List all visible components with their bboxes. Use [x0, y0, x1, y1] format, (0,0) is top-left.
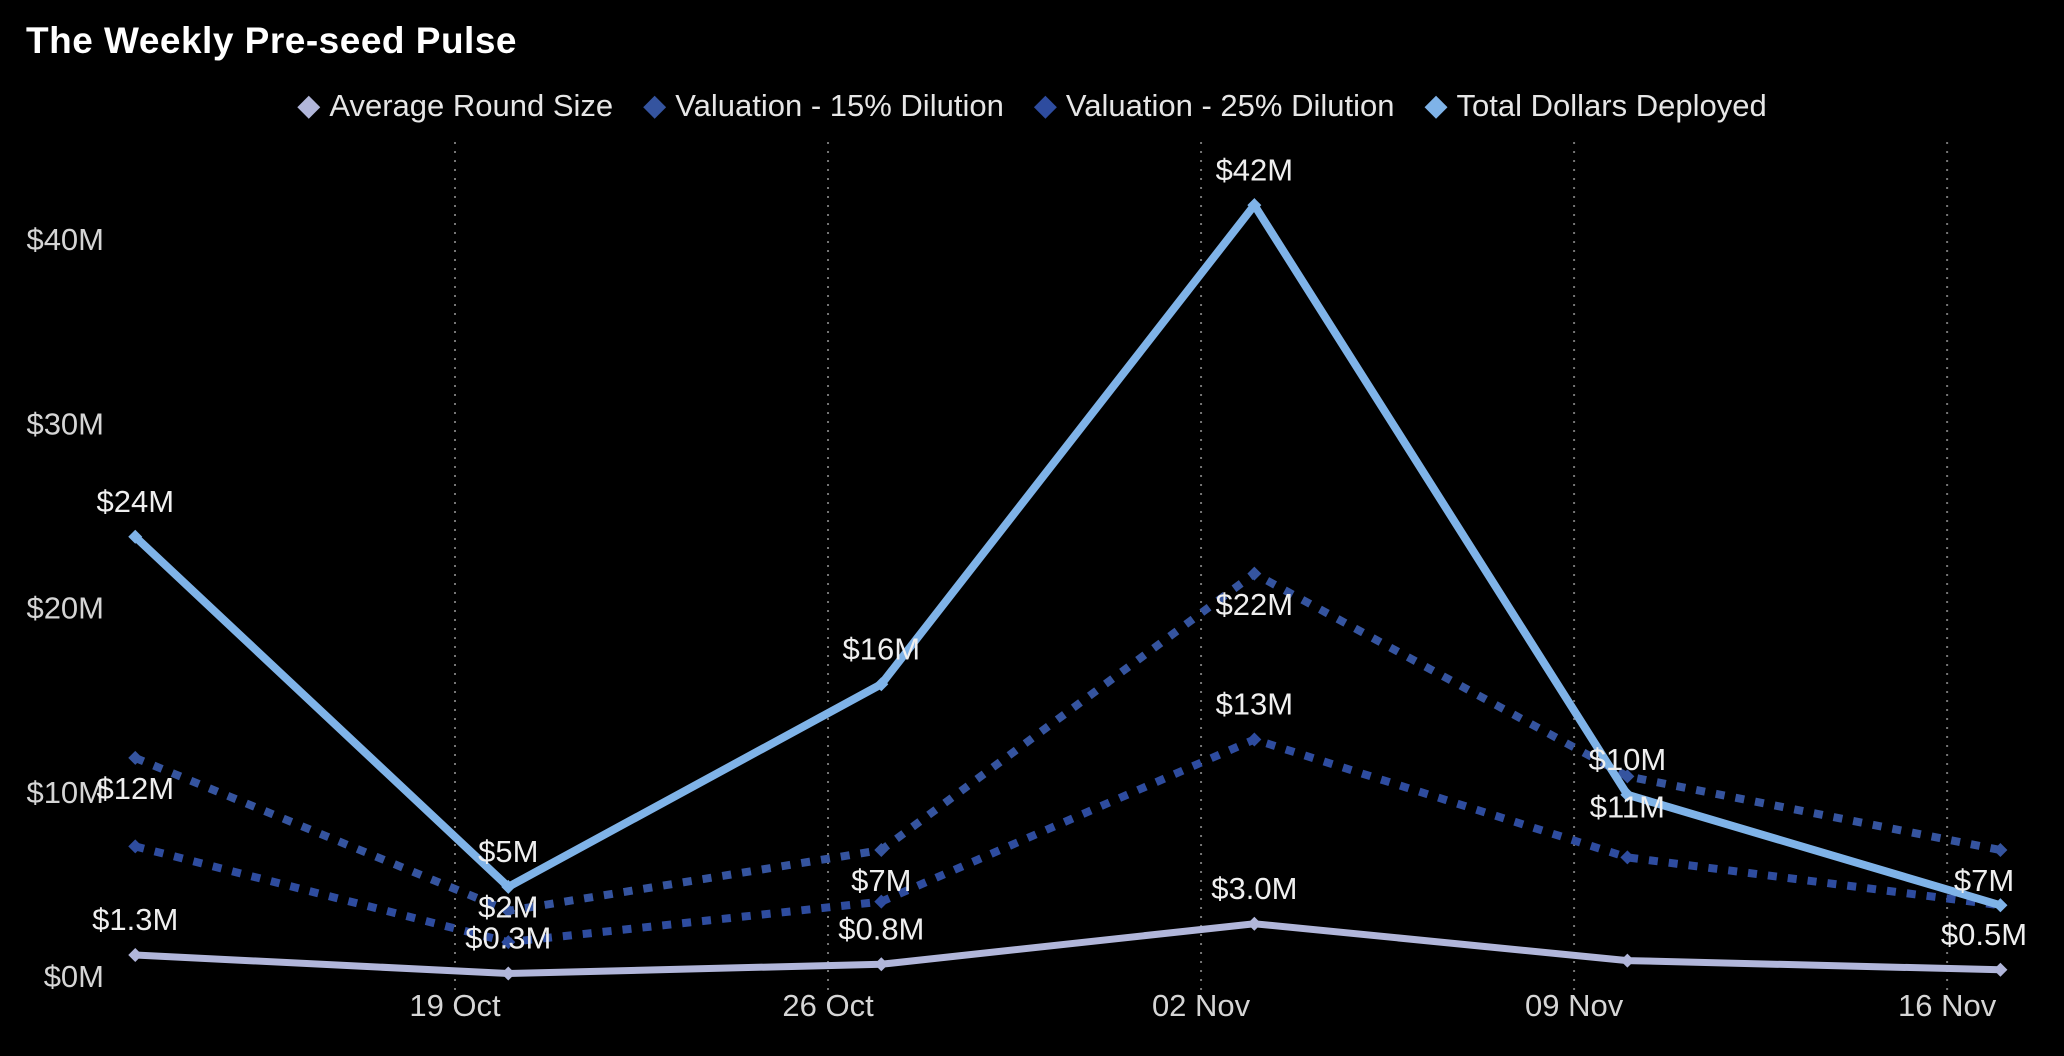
- y-axis-tick-label: $30M: [26, 406, 104, 441]
- data-label: $16M: [843, 631, 921, 666]
- data-label: $3.0M: [1211, 871, 1297, 906]
- y-axis-tick-label: $40M: [26, 222, 104, 257]
- data-point-marker-valuation-25-dilution[interactable]: [501, 935, 516, 950]
- data-point-marker-valuation-15-dilution[interactable]: [1993, 843, 2008, 858]
- data-point-marker-average-round-size[interactable]: [1620, 953, 1635, 968]
- data-label: $0.5M: [1941, 917, 2027, 952]
- data-point-marker-total-dollars-deployed[interactable]: [128, 529, 143, 544]
- data-label: $0.8M: [838, 911, 924, 946]
- data-label: $22M: [1216, 587, 1294, 622]
- diamond-marker-icon: ◆: [643, 89, 667, 122]
- data-point-marker-average-round-size[interactable]: [128, 948, 143, 963]
- data-label: $2M: [478, 889, 538, 924]
- page-title: The Weekly Pre-seed Pulse: [26, 20, 517, 61]
- diamond-marker-icon: ◆: [1424, 89, 1448, 122]
- series-line-total-dollars-deployed[interactable]: [132, 198, 2002, 910]
- data-point-marker-total-dollars-deployed[interactable]: [1247, 198, 1262, 213]
- x-axis-tick-label: 02 Nov: [1152, 988, 1251, 1023]
- data-point-marker-average-round-size[interactable]: [1247, 916, 1262, 931]
- data-label: $12M: [96, 771, 174, 806]
- y-axis-tick-label: $20M: [26, 591, 104, 626]
- data-label: $7M: [1954, 863, 2014, 898]
- legend-item-total-dollars-deployed[interactable]: ◆ Total Dollars Deployed: [1424, 88, 1766, 124]
- diamond-marker-icon: ◆: [297, 89, 321, 122]
- data-point-marker-total-dollars-deployed[interactable]: [501, 879, 516, 894]
- legend-item-average-round-size[interactable]: ◆ Average Round Size: [297, 88, 613, 124]
- x-axis-tick-label: 19 Oct: [409, 988, 501, 1023]
- data-label: $5M: [478, 834, 538, 869]
- data-point-marker-valuation-25-dilution[interactable]: [128, 839, 143, 854]
- data-point-marker-valuation-15-dilution[interactable]: [501, 903, 516, 918]
- series-line-valuation-15-dilution[interactable]: [133, 568, 2002, 915]
- data-label: $1.3M: [92, 902, 178, 937]
- data-point-marker-valuation-25-dilution[interactable]: [1620, 850, 1635, 865]
- chart-legend: ◆ Average Round Size ◆ Valuation - 15% D…: [0, 88, 2064, 124]
- legend-item-label: Average Round Size: [329, 88, 614, 123]
- data-label: $13M: [1216, 687, 1294, 722]
- y-axis-tick-label: $0M: [44, 959, 104, 994]
- data-point-marker-total-dollars-deployed[interactable]: [1620, 787, 1635, 802]
- x-axis-tick-label: 16 Nov: [1898, 988, 1997, 1023]
- legend-item-valuation-25-dilution[interactable]: ◆ Valuation - 25% Dilution: [1034, 88, 1395, 124]
- diamond-marker-icon: ◆: [1033, 89, 1057, 122]
- legend-item-label: Total Dollars Deployed: [1456, 88, 1767, 123]
- x-axis-tick-label: 26 Oct: [782, 988, 874, 1023]
- data-label: $11M: [1590, 790, 1665, 825]
- data-point-marker-valuation-15-dilution[interactable]: [128, 750, 143, 765]
- legend-item-label: Valuation - 15% Dilution: [675, 88, 1004, 123]
- data-label: $24M: [96, 484, 174, 519]
- data-point-marker-average-round-size[interactable]: [874, 957, 889, 972]
- data-point-marker-valuation-25-dilution[interactable]: [1247, 732, 1262, 747]
- data-label: $7M: [851, 863, 911, 898]
- data-point-marker-average-round-size[interactable]: [1993, 962, 2008, 977]
- data-label: $0.3M: [465, 921, 551, 956]
- data-point-marker-valuation-25-dilution[interactable]: [874, 894, 889, 909]
- data-label: $10M: [1589, 742, 1667, 777]
- data-point-marker-average-round-size[interactable]: [501, 966, 516, 981]
- data-label: $42M: [1216, 152, 1294, 187]
- data-point-marker-valuation-15-dilution[interactable]: [1247, 566, 1262, 581]
- legend-item-label: Valuation - 25% Dilution: [1065, 88, 1395, 123]
- data-point-marker-valuation-15-dilution[interactable]: [1620, 769, 1635, 784]
- series-line-valuation-25-dilution[interactable]: [134, 735, 2001, 947]
- data-point-marker-total-dollars-deployed[interactable]: [874, 677, 889, 692]
- y-axis-tick-label: $10M: [26, 775, 104, 810]
- data-point-marker-total-dollars-deployed[interactable]: [1993, 898, 2008, 913]
- x-axis-tick-label: 09 Nov: [1525, 988, 1624, 1023]
- data-point-marker-valuation-15-dilution[interactable]: [874, 843, 889, 858]
- series-line-average-round-size[interactable]: [135, 920, 2001, 977]
- legend-item-valuation-15-dilution[interactable]: ◆ Valuation - 15% Dilution: [643, 88, 1004, 124]
